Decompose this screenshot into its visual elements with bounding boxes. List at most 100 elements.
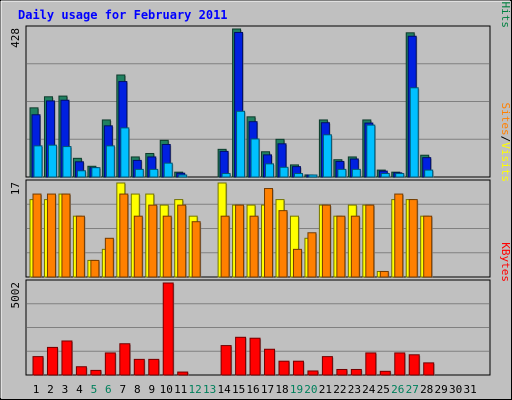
bar [292,248,303,278]
panel-max-label: 5002 [9,282,22,309]
bar [336,215,346,278]
bar [336,368,348,376]
bar [191,221,202,278]
bar [33,145,43,178]
bar [220,215,231,278]
panel-legend: Sites/Visits [499,103,512,183]
bar [351,168,362,178]
bar [61,340,73,376]
day-label: 29 [435,383,448,396]
bar [62,146,72,178]
day-label: 2 [47,383,54,396]
day-label: 27 [406,383,419,396]
day-label: 26 [391,383,404,396]
bar [120,127,130,178]
bar [321,356,334,376]
bar [408,199,419,278]
day-label: 19 [290,383,303,396]
bar [278,360,290,376]
day-label: 9 [148,383,155,396]
day-label: 22 [333,383,346,396]
bar [178,174,188,178]
day-label: 31 [463,383,476,396]
bar [366,124,376,178]
series-sites [32,188,433,278]
bar [134,168,145,178]
day-label: 1 [33,383,40,396]
panel-top: 428 Pages/Files/Hits [9,0,512,178]
bar [119,193,129,278]
bar [307,370,319,376]
bar [409,87,420,178]
legend-entry: / [499,136,512,143]
bar [75,366,88,376]
bar [423,215,433,278]
day-label: 16 [246,383,259,396]
bar [91,167,101,178]
day-label: 5 [91,383,98,396]
day-label: 4 [76,383,83,396]
bar [133,358,146,376]
bar [32,193,42,278]
bar [236,110,246,178]
bar [265,163,275,178]
bar [278,210,288,278]
bar [365,352,377,376]
bar [75,215,86,278]
bar [350,215,361,278]
day-label: 12 [189,383,202,396]
bar [264,348,276,376]
bar [380,173,391,178]
bar [47,144,58,178]
bar [148,358,160,376]
bar [163,162,174,178]
day-label: 13 [203,383,216,396]
day-label: 28 [420,383,433,396]
day-label: 10 [160,383,173,396]
bar [279,166,289,178]
bar [350,368,363,376]
legend-entry: Hits [499,2,512,29]
day-label: 8 [134,383,141,396]
panel-max-label: 428 [9,28,22,48]
panel-middle: 17 Sites/Visits [9,103,512,278]
legend-entry: KBytes [499,242,512,282]
legend-entry: / [499,0,512,2]
bar [379,370,392,376]
bar [148,204,158,278]
bar [249,215,260,278]
bar [61,193,71,278]
bar [119,343,131,376]
bar [162,215,173,278]
bar [162,282,175,376]
series-kbytes [32,282,435,376]
bar [177,204,187,278]
bar [308,174,318,178]
bar [46,346,59,376]
bar [423,362,435,376]
day-labels: 1 2 3 4 5 6 7 8 9 10 11 12 13 14 15 16 17 18 19 20 21 22 23 24 2… [33,383,477,396]
panel-max-label: 17 [9,182,22,195]
day-label: 20 [304,383,317,396]
bar [221,173,232,178]
day-label: 17 [261,383,274,396]
panel-bottom: 5002 KBytes [9,242,512,376]
bar [149,168,159,178]
bar [32,356,44,376]
legend-entry: Visits [499,142,512,182]
day-label: 15 [232,383,245,396]
bar [104,237,115,278]
bar [293,173,304,178]
legend-entry: Sites [499,103,512,136]
bar [220,345,233,376]
day-label: 11 [174,383,187,396]
bar [90,259,100,278]
day-label: 7 [120,383,127,396]
bar [133,215,144,278]
bar [76,170,87,178]
bar [321,204,332,278]
bar [394,352,406,376]
bar [408,354,421,376]
bar [104,352,117,376]
